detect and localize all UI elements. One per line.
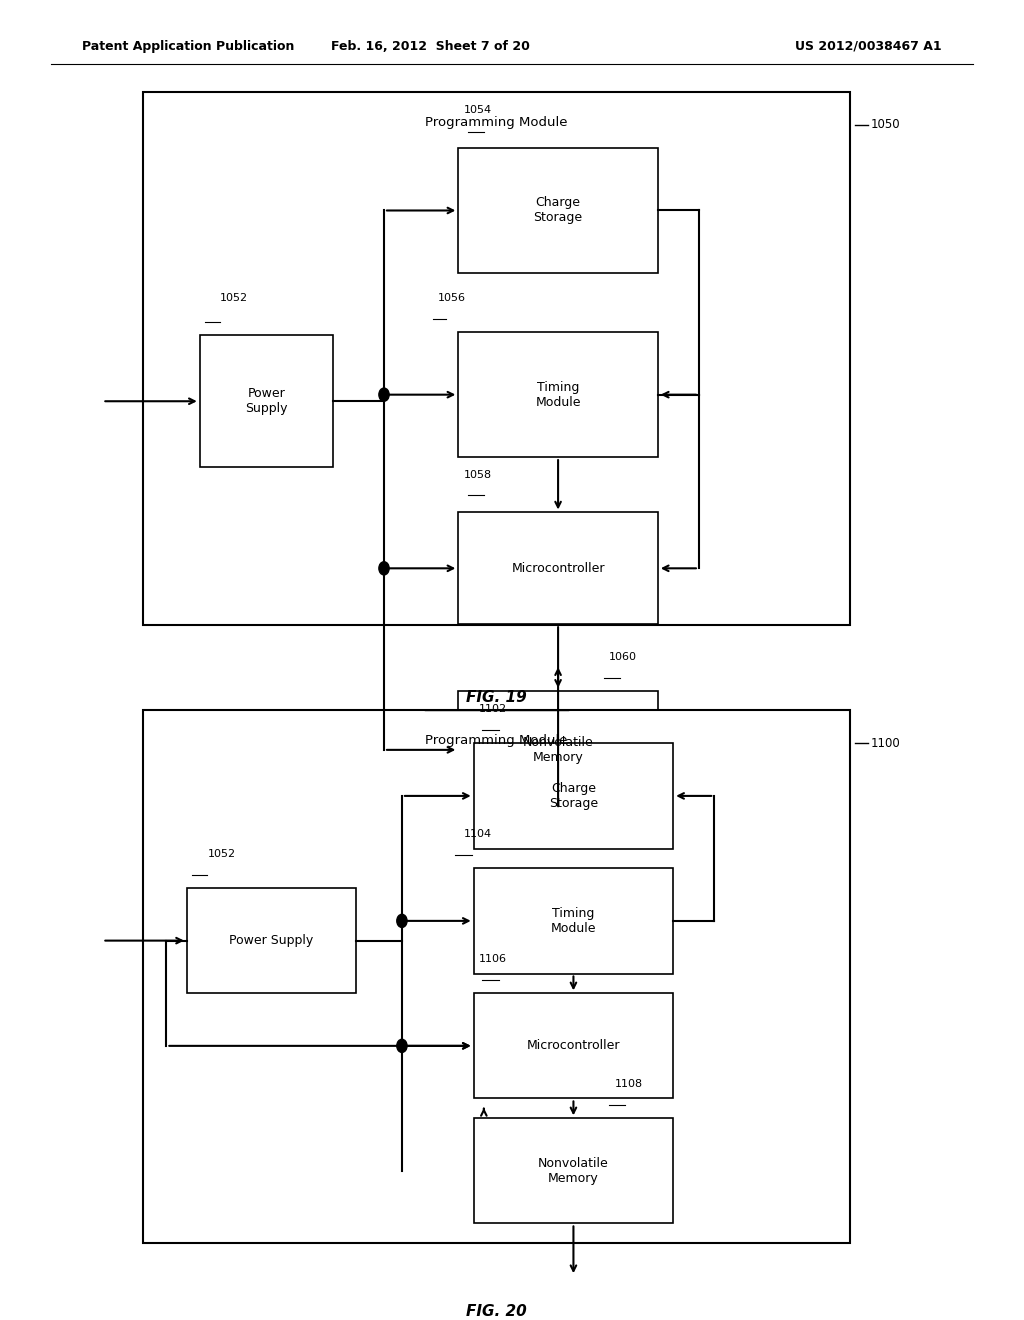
Text: 1100: 1100 <box>870 737 900 750</box>
FancyBboxPatch shape <box>143 92 850 624</box>
Text: Patent Application Publication: Patent Application Publication <box>82 40 294 53</box>
Text: 1108: 1108 <box>614 1080 642 1089</box>
FancyBboxPatch shape <box>473 1118 674 1224</box>
Circle shape <box>397 1039 408 1052</box>
FancyBboxPatch shape <box>186 888 356 993</box>
Text: Charge
Storage: Charge Storage <box>534 197 583 224</box>
Text: 1104: 1104 <box>463 829 492 840</box>
Text: Charge
Storage: Charge Storage <box>549 781 598 810</box>
Text: Feb. 16, 2012  Sheet 7 of 20: Feb. 16, 2012 Sheet 7 of 20 <box>331 40 529 53</box>
Text: Timing
Module: Timing Module <box>551 907 596 935</box>
Text: Timing
Module: Timing Module <box>536 380 581 409</box>
Text: 1102: 1102 <box>479 705 507 714</box>
FancyBboxPatch shape <box>459 690 658 809</box>
Circle shape <box>379 388 389 401</box>
Text: Microcontroller: Microcontroller <box>511 562 605 574</box>
FancyBboxPatch shape <box>200 335 333 467</box>
Text: 1056: 1056 <box>438 293 466 304</box>
FancyBboxPatch shape <box>473 743 674 849</box>
FancyBboxPatch shape <box>143 710 850 1243</box>
FancyBboxPatch shape <box>459 333 658 457</box>
FancyBboxPatch shape <box>459 512 658 624</box>
Text: Power
Supply: Power Supply <box>245 387 288 416</box>
FancyBboxPatch shape <box>473 993 674 1098</box>
Text: 1052: 1052 <box>207 849 236 859</box>
Circle shape <box>397 915 408 928</box>
Text: 1060: 1060 <box>609 652 637 661</box>
Circle shape <box>379 562 389 576</box>
Text: 1054: 1054 <box>463 106 492 115</box>
Text: Microcontroller: Microcontroller <box>526 1039 621 1052</box>
Text: Programming Module: Programming Module <box>425 116 568 129</box>
Text: 1058: 1058 <box>463 470 492 479</box>
Text: FIG. 20: FIG. 20 <box>466 1304 527 1319</box>
Text: Programming Module: Programming Module <box>425 734 568 747</box>
FancyBboxPatch shape <box>473 869 674 974</box>
FancyBboxPatch shape <box>459 148 658 273</box>
Text: Nonvolatile
Memory: Nonvolatile Memory <box>522 735 594 764</box>
Text: 1052: 1052 <box>220 293 248 302</box>
Text: FIG. 19: FIG. 19 <box>466 690 527 705</box>
Text: US 2012/0038467 A1: US 2012/0038467 A1 <box>796 40 942 53</box>
Text: 1106: 1106 <box>479 954 507 965</box>
Text: 1050: 1050 <box>870 119 900 132</box>
Text: Power Supply: Power Supply <box>229 935 313 948</box>
Text: Nonvolatile
Memory: Nonvolatile Memory <box>538 1156 609 1185</box>
